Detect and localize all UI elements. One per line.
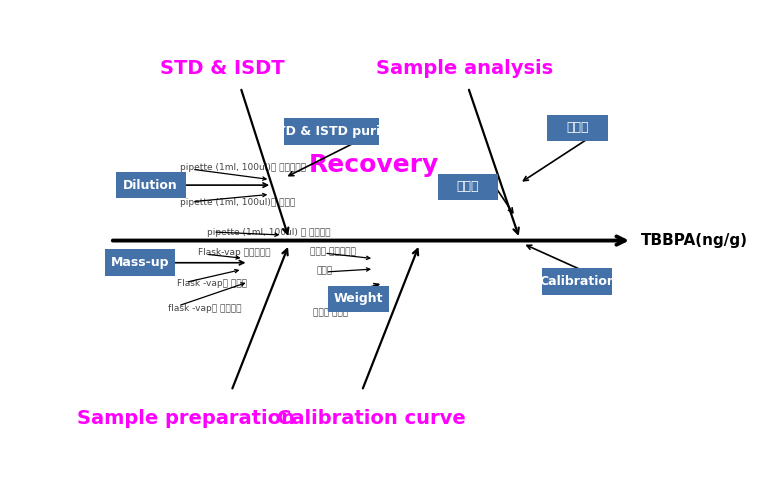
Text: Weight: Weight bbox=[334, 292, 384, 305]
Text: pipette (1ml, 100ul) 의 온도교정: pipette (1ml, 100ul) 의 온도교정 bbox=[207, 228, 330, 237]
Text: Dilution: Dilution bbox=[123, 179, 178, 192]
Text: 저울의 안정성: 저울의 안정성 bbox=[313, 308, 348, 317]
Text: Calibration: Calibration bbox=[539, 275, 615, 288]
Text: Calibration curve: Calibration curve bbox=[276, 409, 465, 428]
FancyBboxPatch shape bbox=[283, 118, 380, 145]
Text: 반복성: 반복성 bbox=[456, 180, 479, 193]
Text: Mass-up: Mass-up bbox=[111, 256, 170, 269]
FancyBboxPatch shape bbox=[438, 174, 499, 200]
Text: pipette (1ml, 100ul)의 안정성: pipette (1ml, 100ul)의 안정성 bbox=[180, 198, 295, 207]
FancyBboxPatch shape bbox=[329, 286, 389, 312]
FancyBboxPatch shape bbox=[116, 172, 186, 198]
Text: STD & ISDT: STD & ISDT bbox=[160, 59, 284, 78]
Text: Recovery: Recovery bbox=[309, 153, 439, 177]
Text: flask -vap의 온도교정: flask -vap의 온도교정 bbox=[168, 304, 241, 312]
FancyBboxPatch shape bbox=[543, 268, 612, 295]
Text: 저울의 교정성적서: 저울의 교정성적서 bbox=[310, 247, 356, 256]
Text: 반복성: 반복성 bbox=[566, 121, 589, 134]
Text: pipette (1ml, 100ul)의 교정성적서: pipette (1ml, 100ul)의 교정성적서 bbox=[180, 163, 306, 172]
Text: TBBPA(ng/g): TBBPA(ng/g) bbox=[641, 233, 748, 248]
FancyBboxPatch shape bbox=[547, 115, 608, 141]
Text: STD & ISTD purity: STD & ISTD purity bbox=[269, 125, 395, 138]
Text: Sample analysis: Sample analysis bbox=[377, 59, 554, 78]
Text: 분해능: 분해능 bbox=[316, 266, 333, 276]
Text: Sample preparation: Sample preparation bbox=[77, 409, 295, 428]
Text: Flask -vap의 안정성: Flask -vap의 안정성 bbox=[177, 279, 247, 288]
Text: Flask-vap 교정성적서: Flask-vap 교정성적서 bbox=[198, 248, 270, 257]
FancyBboxPatch shape bbox=[106, 250, 175, 276]
